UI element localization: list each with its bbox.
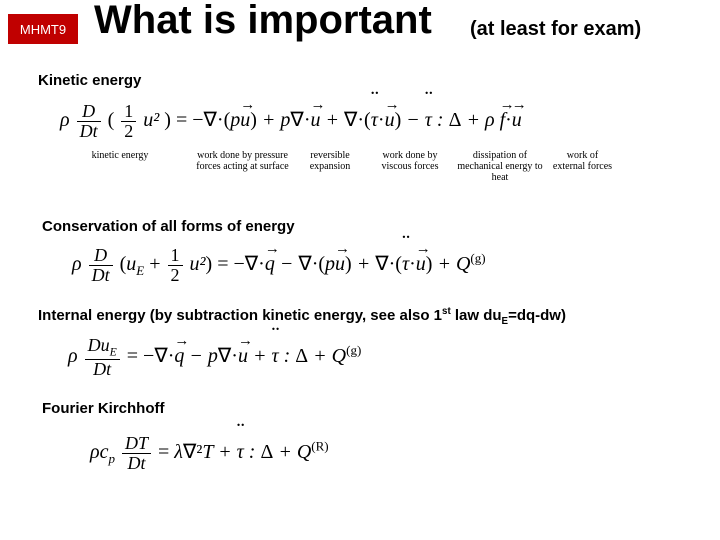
section-kinetic: Kinetic energy — [38, 72, 141, 89]
slide-subtitle: (at least for exam) — [470, 18, 641, 41]
cap-reversible: reversible expansion — [295, 150, 365, 172]
cap-kinetic: kinetic energy — [80, 150, 160, 161]
section-internal: Internal energy (by subtraction kinetic … — [38, 306, 566, 327]
eq-conservation: ρ DDt (uE + 12 u²) = −∇·q − ∇·(pu) + ∇·(… — [72, 246, 486, 285]
section-fourier: Fourier Kirchhoff — [42, 400, 165, 417]
eq-internal: ρ DuEDt = −∇·q − p∇·u + τ : Δ + Q(g) — [68, 336, 361, 379]
eq-fourier: ρcp DTDt = λ∇²T + τ : Δ + Q(R) — [90, 434, 329, 473]
cap-pressure: work done by pressure forces acting at s… — [195, 150, 290, 172]
cap-dissipation: dissipation of mechanical energy to heat — [455, 150, 545, 183]
cap-viscous: work done by viscous forces — [370, 150, 450, 172]
course-badge-text: MHMT9 — [20, 22, 66, 37]
section-conservation: Conservation of all forms of energy — [42, 218, 295, 235]
course-badge: MHMT9 — [8, 14, 78, 44]
eq-kinetic: ρ DDt ( 12 u² ) = −∇·(pu) + p∇·u + ∇·(τ·… — [60, 102, 522, 141]
cap-external: work of external forces — [550, 150, 615, 172]
slide-title: What is important — [94, 0, 432, 43]
